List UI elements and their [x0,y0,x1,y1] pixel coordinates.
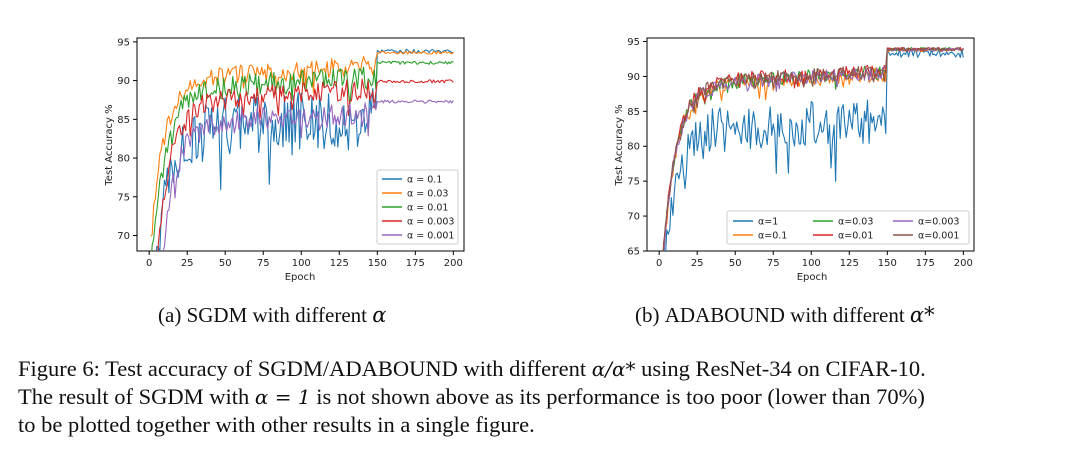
caption-text: Figure 6: Test accuracy of [18,356,258,381]
y-tick-label: 70 [627,212,640,223]
subcaption-b-algo: ADABOUND [664,303,785,327]
y-tick-label: 90 [117,76,130,87]
legend-label: α=1 [758,217,778,228]
x-tick-label: 0 [146,258,152,269]
x-tick-label: 50 [219,258,232,269]
x-tick-label: 0 [656,258,662,269]
x-tick-label: 25 [691,258,704,269]
legend-entries: α=1 α=0.1 α=0.03 α=0.01 α=0.003 α=0.001 [733,217,959,242]
chart-panel-adabound: 0 25 50 75 100 125 150 175 200 65 70 75 80 85 90 95 Epo… [614,37,975,283]
y-tick-label: 80 [117,154,130,165]
x-tick-label: 50 [729,258,742,269]
x-tick-label: 100 [292,258,311,269]
y-axis-label: Test Accuracy % [614,104,625,186]
y-tick-label: 85 [117,115,130,126]
series-line-0 [662,48,964,251]
x-tick-label: 175 [916,258,935,269]
caption-text: is not shown above as its performance is… [310,384,925,409]
legend-label: α = 0.1 [407,175,442,186]
legend-label: α=0.03 [838,217,873,228]
legend-label: α = 0.001 [407,231,454,242]
x-tick-label: 175 [406,258,425,269]
subcaption-a-symbol: α [372,303,387,327]
y-tick-label: 70 [117,231,130,242]
legend-entries: α = 0.1 α = 0.03 α = 0.01 α = 0.003 α = 0.00… [382,175,454,242]
series-line-4 [162,99,454,251]
x-tick-label: 150 [368,258,387,269]
caption-text: with different [457,356,592,381]
x-axis-label: Epoch [285,272,316,283]
axis-ticks: 0 25 50 75 100 125 150 175 200 70 75 80 85 90 95 [117,37,463,269]
subcaption-b-symbol: α* [909,303,935,327]
series-line-3 [157,78,454,251]
subcaption-b-suffix: with different [784,303,910,327]
subcaption-a-algo: SGDM [186,303,248,327]
chart-panel-sgdm: 0 25 50 75 100 125 150 175 200 70 75 80 85 90 95 Epoch… [104,37,465,283]
y-tick-label: 75 [117,192,130,203]
caption-text: with [203,384,255,409]
y-tick-label: 90 [627,72,640,83]
figure-caption: Figure 6: Test accuracy of SGDM/ADABOUND… [18,355,1068,438]
legend-label: α=0.01 [838,231,873,242]
series-line-4 [663,47,964,251]
y-tick-label: 85 [627,107,640,118]
y-tick-label: 75 [627,177,640,188]
legend-label: α=0.1 [758,231,787,242]
legend-label: α = 0.01 [407,203,448,214]
subcaption-a-prefix: (a) [158,303,187,327]
caption-algo: SGDM [138,384,204,409]
x-tick-label: 25 [181,258,194,269]
subcaption-b-prefix: (b) [635,303,665,327]
axis-ticks: 0 25 50 75 100 125 150 175 200 65 70 75 80 85 90 95 [627,37,973,269]
y-tick-label: 80 [627,142,640,153]
x-tick-label: 75 [767,258,780,269]
legend-label: α=0.003 [918,217,959,228]
series-group [662,46,964,251]
series-group [150,48,454,251]
legend-box [376,169,459,245]
y-tick-label: 65 [627,247,640,258]
legend-label: α = 0.03 [407,189,448,200]
series-line-5 [662,46,964,251]
x-tick-label: 200 [954,258,973,269]
caption-symbol: α/α* [591,357,636,381]
legend: α = 0.1 α = 0.03 α = 0.01 α = 0.003 α = 0.00… [376,169,459,245]
subcaption-a-suffix: with different [247,303,373,327]
legend-label: α=0.001 [918,231,959,242]
x-axis-label: Epoch [797,272,828,283]
x-tick-label: 200 [444,258,463,269]
caption-text: The result of [18,384,139,409]
series-line-1 [150,50,454,237]
y-tick-label: 95 [627,37,640,48]
x-tick-label: 100 [802,258,821,269]
caption-algo: SGDM/ADABOUND [257,356,458,381]
plot-frame [136,37,465,252]
series-line-2 [151,60,454,251]
caption-symbol: α = 1 [254,385,311,409]
caption-text: to be plotted together with other result… [18,412,535,437]
caption-text: using ResNet-34 on CIFAR-10. [635,356,926,381]
subcaption-b: (b) ADABOUND with different α* [635,303,935,328]
y-axis-label: Test Accuracy % [104,104,115,186]
subcaption-a: (a) SGDM with different α [158,303,386,328]
legend: α=1 α=0.1 α=0.03 α=0.01 α=0.003 α=0.001 [726,210,970,245]
legend-label: α = 0.003 [407,217,454,228]
plot-frame [646,37,975,252]
x-tick-label: 125 [840,258,859,269]
x-tick-label: 150 [878,258,897,269]
x-tick-label: 125 [330,258,349,269]
x-tick-label: 75 [257,258,270,269]
y-tick-label: 95 [117,37,130,48]
